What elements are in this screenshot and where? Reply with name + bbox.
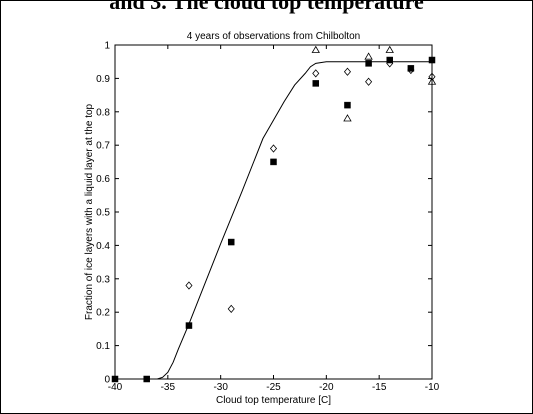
y-tick-label: 0.5 — [96, 208, 110, 219]
x-tick-label: -30 — [213, 382, 228, 393]
y-tick-label: 0 — [104, 375, 110, 386]
y-tick-label: 1 — [104, 41, 110, 52]
data-point-filled-square — [111, 375, 119, 383]
data-point-open-triangle — [385, 45, 394, 53]
y-tick-label: 0.6 — [96, 174, 110, 185]
chart-title: 4 years of observations from Chilbolton — [187, 31, 360, 42]
data-point-open-diamond — [428, 72, 436, 81]
data-point-open-diamond — [227, 304, 235, 313]
data-point-filled-square — [344, 101, 351, 109]
plot-area-frame — [114, 44, 433, 380]
y-tick-label: 0.1 — [96, 341, 110, 352]
x-tick-label: -40 — [108, 382, 123, 393]
data-point-filled-square — [428, 56, 436, 64]
figure-top-title: and 3. The cloud top temperature — [109, 0, 424, 14]
data-point-filled-square — [270, 158, 277, 166]
data-point-open-diamond — [185, 281, 193, 290]
data-point-open-triangle — [311, 45, 320, 53]
x-tick-label: -10 — [425, 382, 440, 393]
x-axis-label: Cloud top temperature [C] — [216, 395, 331, 406]
y-tick-label: 0.2 — [96, 308, 110, 319]
data-point-open-diamond — [269, 144, 278, 153]
y-tick-label: 0.4 — [96, 241, 110, 252]
data-point-open-diamond — [343, 67, 351, 76]
data-point-open-triangle — [427, 77, 437, 85]
data-point-open-triangle — [343, 114, 352, 122]
data-point-filled-square — [143, 375, 150, 383]
data-point-filled-square — [365, 60, 372, 67]
y-tick-label: 0.9 — [96, 74, 110, 85]
x-tick-label: -25 — [266, 382, 281, 393]
x-tick-label: -20 — [319, 382, 334, 393]
data-point-open-triangle — [364, 52, 373, 60]
data-point-filled-square — [312, 80, 320, 87]
fit-curve-line — [115, 61, 432, 380]
y-axis-label: Fraction of ice layers with a liquid lay… — [84, 103, 95, 320]
y-tick-label: 0.3 — [96, 274, 110, 285]
data-point-filled-square — [407, 65, 415, 72]
data-point-open-diamond — [312, 69, 320, 78]
x-tick-label: -35 — [161, 382, 176, 393]
data-point-open-diamond — [386, 59, 394, 68]
data-point-filled-square — [227, 238, 235, 246]
y-tick-label: 0.7 — [96, 141, 110, 152]
data-point-filled-square — [185, 322, 193, 329]
y-tick-label: 0.8 — [96, 107, 110, 118]
data-point-open-diamond — [407, 65, 415, 75]
x-tick-label: -15 — [372, 382, 387, 393]
data-point-open-diamond — [365, 77, 373, 86]
